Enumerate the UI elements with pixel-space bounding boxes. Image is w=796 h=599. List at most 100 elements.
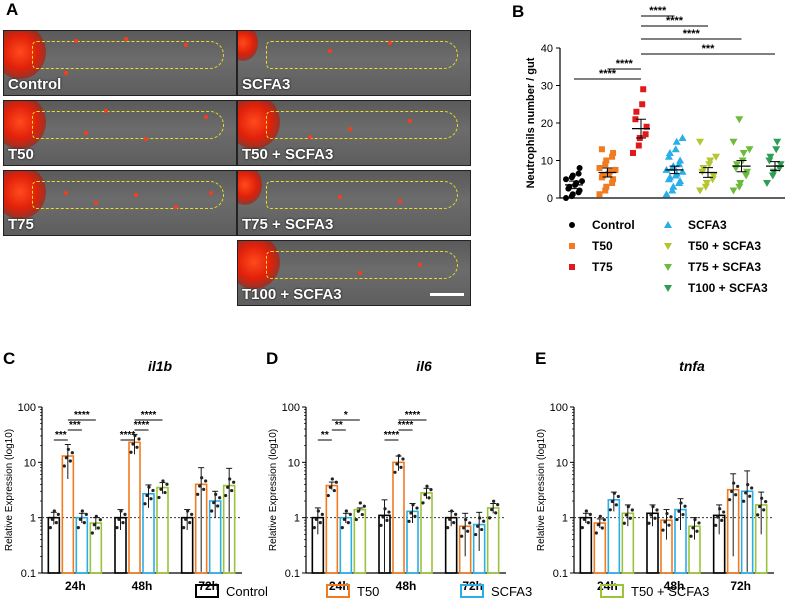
data-point — [776, 161, 785, 169]
replicate-point — [78, 517, 82, 521]
data-point — [640, 86, 647, 93]
replicate-point — [760, 496, 764, 500]
significance-label: ** — [335, 420, 343, 431]
significance-label: **** — [134, 420, 150, 431]
y-tick-label: 100 — [18, 402, 36, 414]
replicate-point — [52, 509, 56, 513]
replicate-point — [184, 517, 188, 521]
replicate-point — [407, 519, 411, 523]
data-point — [735, 116, 744, 124]
replicate-point — [494, 511, 498, 515]
replicate-point — [356, 509, 360, 513]
replicate-point — [326, 493, 330, 498]
replicate-point — [647, 521, 651, 525]
data-point — [635, 142, 642, 149]
data-point — [610, 176, 617, 183]
legend-marker — [664, 221, 672, 228]
legend-swatch — [326, 584, 350, 598]
chart-title: tnfa — [679, 358, 705, 374]
y-axis-label: Relative Expression (log10) — [268, 429, 279, 551]
replicate-point — [661, 528, 665, 532]
data-point — [702, 180, 711, 187]
data-point — [765, 157, 774, 165]
replicate-point — [230, 488, 234, 493]
data-point — [671, 145, 680, 153]
replicate-point — [474, 532, 478, 537]
replicate-point — [232, 480, 236, 484]
replicate-point — [586, 521, 590, 525]
legend-label: T50 — [357, 584, 379, 599]
replicate-point — [198, 484, 202, 488]
data-point — [639, 101, 646, 108]
replicate-point — [190, 512, 194, 516]
replicate-point — [596, 523, 600, 527]
significance-label: *** — [55, 430, 67, 441]
replicate-point — [446, 526, 450, 530]
replicate-point — [224, 493, 228, 498]
y-tick-label: 20 — [541, 118, 553, 130]
replicate-point — [421, 501, 425, 505]
replicate-point — [226, 485, 230, 489]
replicate-point — [464, 517, 468, 522]
replicate-point — [218, 496, 222, 500]
significance-label: **** — [405, 410, 421, 421]
replicate-point — [580, 526, 584, 530]
image-label: T50 — [8, 146, 34, 163]
data-point — [676, 177, 685, 185]
replicate-point — [602, 518, 606, 522]
replicate-point — [159, 487, 163, 491]
replicate-point — [429, 488, 433, 492]
replicate-point — [94, 514, 98, 518]
data-point — [630, 150, 636, 156]
replicate-point — [314, 517, 318, 521]
data-point — [602, 161, 609, 168]
bar — [339, 516, 353, 574]
replicate-point — [121, 521, 125, 525]
replicate-point — [655, 508, 659, 512]
data-point — [609, 153, 616, 160]
significance-label: ** — [321, 430, 329, 441]
panel-label-c: C — [3, 349, 15, 368]
replicate-point — [98, 518, 102, 522]
replicate-point — [744, 491, 748, 495]
replicate-point — [667, 523, 671, 527]
replicate-point — [64, 456, 68, 460]
replicate-point — [62, 464, 66, 468]
replicate-point — [210, 509, 214, 513]
replicate-point — [344, 509, 348, 513]
replicate-point — [332, 488, 336, 493]
data-point — [643, 123, 650, 130]
y-tick-label: 10 — [541, 156, 553, 168]
replicate-point — [476, 524, 480, 528]
x-tick-label: 48h — [664, 579, 685, 593]
replicate-point — [478, 516, 482, 520]
image-label: T100 + SCFA3 — [242, 286, 342, 303]
data-point — [705, 161, 714, 169]
bar — [420, 492, 433, 574]
y-tick-label: 100 — [550, 402, 568, 414]
image-t50-scfa3: T50 + SCFA3 — [237, 100, 471, 166]
data-point — [675, 160, 684, 168]
replicate-point — [427, 496, 431, 500]
replicate-point — [490, 507, 494, 512]
image-label: T75 — [8, 216, 34, 233]
replicate-point — [165, 482, 169, 486]
legend-label: SCFA3 — [491, 584, 532, 599]
legend-marker — [569, 264, 575, 270]
y-tick-label: 40 — [541, 43, 553, 55]
replicate-point — [214, 492, 218, 496]
replicate-point — [669, 515, 673, 519]
y-tick-label: 1 — [562, 513, 568, 525]
significance-label: *** — [69, 420, 81, 431]
replicate-point — [182, 526, 186, 530]
replicate-point — [750, 486, 754, 490]
replicate-point — [147, 485, 151, 489]
data-point — [668, 186, 677, 194]
bar — [128, 441, 141, 574]
replicate-point — [649, 513, 653, 517]
y-tick-label: 100 — [282, 402, 300, 414]
replicate-point — [413, 514, 417, 518]
replicate-point — [598, 514, 602, 518]
